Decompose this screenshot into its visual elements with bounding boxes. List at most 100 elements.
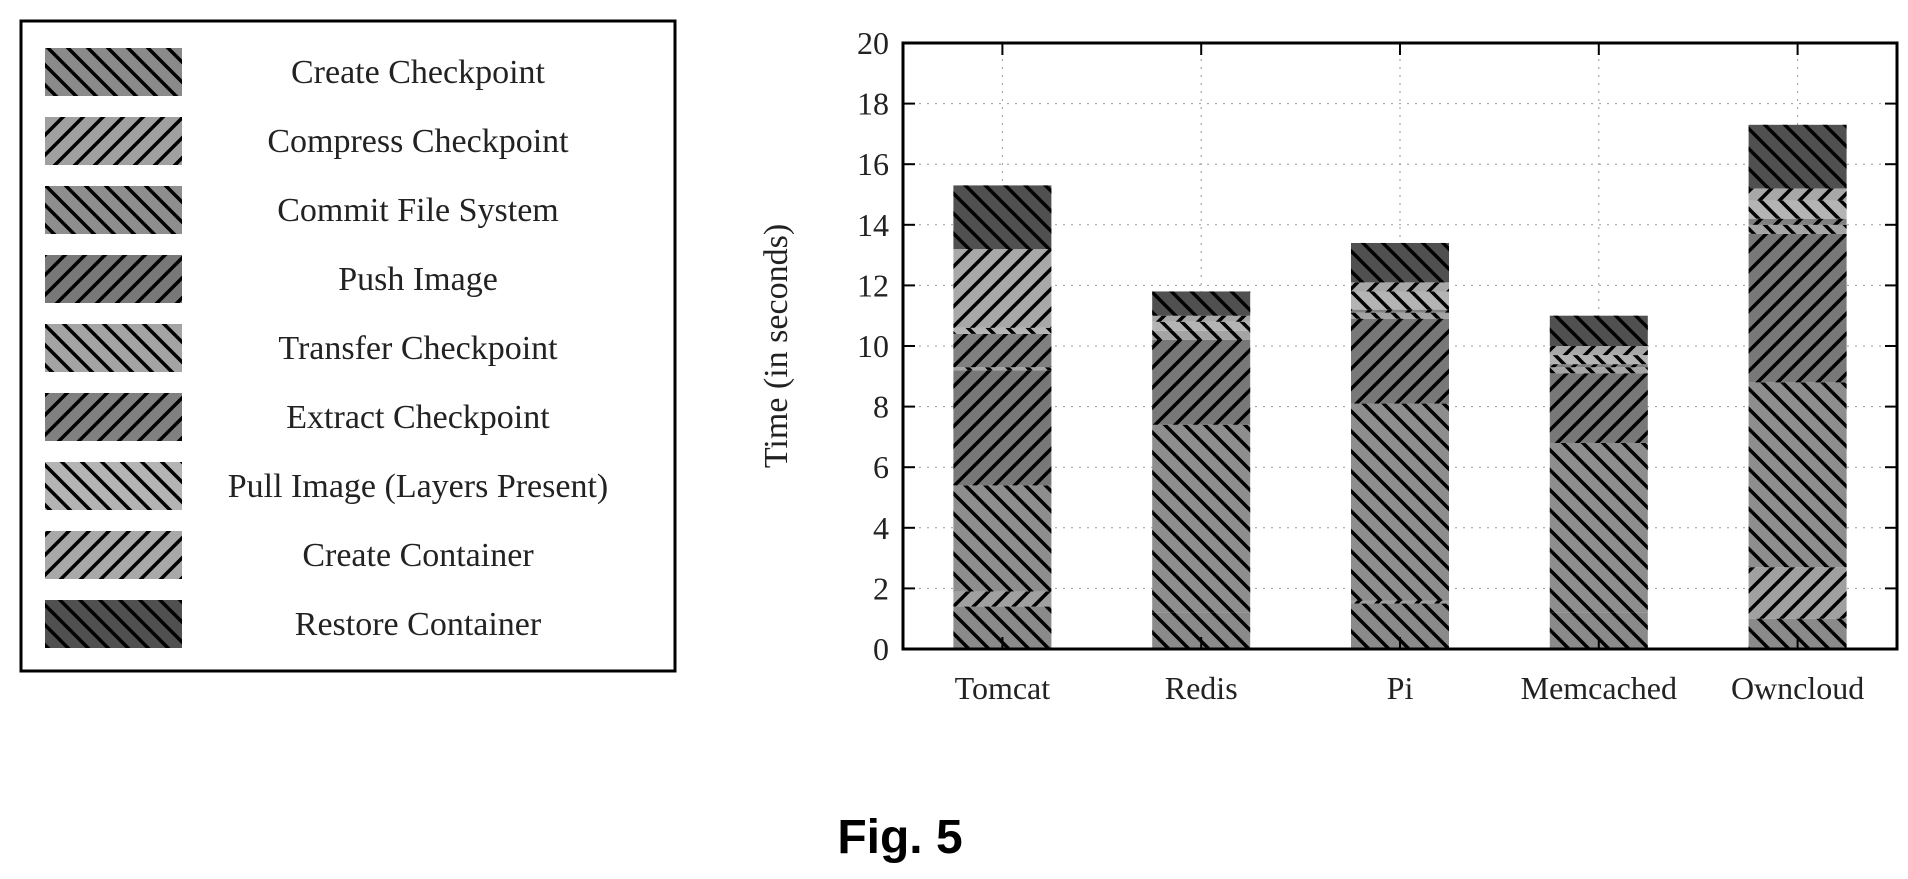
bar-memcached-transfer-checkpoint [1549, 367, 1648, 374]
bar-tomcat-transfer-checkpoint [953, 367, 1052, 371]
bar-hatch [1549, 355, 1648, 365]
y-tick-label: 4 [873, 510, 889, 546]
y-axis-title: Time (in seconds) [758, 224, 795, 468]
legend-swatch-hatch [45, 186, 182, 234]
bar-tomcat-push-image [953, 370, 1052, 486]
bar-owncloud-transfer-checkpoint [1748, 224, 1847, 234]
legend-swatch-hatch [45, 117, 182, 165]
y-tick-label: 6 [873, 449, 889, 485]
bar-tomcat-pull-image-layers-present [953, 327, 1052, 334]
bar-hatch [1748, 124, 1847, 189]
legend-item-push-image: Push Image [45, 255, 498, 303]
bar-hatch [1152, 339, 1251, 425]
bar-redis-create-container [1152, 315, 1251, 322]
bar-pi-pull-image-layers-present [1351, 291, 1449, 310]
bar-owncloud-compress-checkpoint [1748, 567, 1847, 619]
legend-item-create-container: Create Container [45, 531, 534, 579]
x-tick-label-redis: Redis [1165, 670, 1238, 706]
bar-hatch [1351, 403, 1449, 601]
bar-hatch [1351, 242, 1449, 283]
bar-hatch [1748, 567, 1847, 619]
legend-item-extract-checkpoint: Extract Checkpoint [45, 393, 550, 441]
bar-hatch [1351, 312, 1449, 319]
bar-owncloud-pull-image-layers-present [1748, 200, 1847, 219]
bar-hatch [1748, 224, 1847, 234]
bar-memcached-push-image [1549, 373, 1648, 443]
y-tick-label: 16 [857, 146, 889, 182]
y-tick-label: 20 [857, 25, 889, 61]
legend-item-restore-container: Restore Container [45, 600, 542, 648]
bar-hatch [1351, 309, 1449, 313]
legend-label: Transfer Checkpoint [278, 330, 558, 367]
y-tick-label: 8 [873, 389, 889, 425]
bar-stack-pi [1351, 242, 1449, 649]
bar-hatch [1748, 382, 1847, 568]
bar-hatch [1748, 233, 1847, 383]
bar-hatch [1351, 318, 1449, 404]
legend-item-transfer-checkpoint: Transfer Checkpoint [45, 324, 558, 372]
bar-hatch [953, 367, 1052, 371]
legend-swatch-hatch [45, 324, 182, 372]
bar-hatch [1549, 373, 1648, 443]
bar-hatch [1351, 291, 1449, 310]
bar-hatch [1549, 364, 1648, 368]
bar-hatch [1152, 321, 1251, 331]
bar-tomcat-restore-container [953, 185, 1052, 250]
legend-label: Create Checkpoint [291, 54, 546, 91]
legend-swatch-hatch [45, 393, 182, 441]
bar-memcached-pull-image-layers-present [1549, 355, 1648, 365]
bar-owncloud-extract-checkpoint [1748, 218, 1847, 225]
bar-hatch [1549, 442, 1648, 613]
bar-pi-push-image [1351, 318, 1449, 404]
bar-hatch [953, 185, 1052, 250]
bar-hatch [953, 485, 1052, 592]
bar-hatch [1748, 188, 1847, 201]
bar-memcached-restore-container [1549, 315, 1648, 346]
bar-memcached-create-container [1549, 346, 1648, 356]
legend-label: Restore Container [295, 606, 542, 643]
bar-redis-create-checkpoint [1152, 612, 1251, 649]
bars [953, 124, 1847, 649]
legend-label: Compress Checkpoint [267, 123, 569, 160]
bar-owncloud-restore-container [1748, 124, 1847, 189]
bar-hatch [1152, 291, 1251, 316]
legend-swatch-hatch [45, 48, 182, 96]
legend-label: Create Container [302, 537, 534, 574]
bar-tomcat-compress-checkpoint [953, 591, 1052, 607]
bar-hatch [1152, 424, 1251, 613]
bar-hatch [953, 333, 1052, 368]
bar-stack-redis [1152, 291, 1251, 649]
bar-redis-transfer-checkpoint [1152, 330, 1251, 340]
x-tick-label-owncloud: Owncloud [1731, 670, 1864, 706]
legend-items: Create Checkpoint Compress Checkpoint Comm… [45, 48, 608, 648]
plot-area: 0 2 4 6 8 10 12 14 16 18 20 Tomcat Redis Pi Memcached… [758, 25, 1899, 706]
legend-label: Extract Checkpoint [286, 399, 550, 436]
y-axis-ticks: 0 2 4 6 8 10 12 14 16 18 20 [857, 25, 1897, 667]
y-tick-label: 10 [857, 328, 889, 364]
bar-tomcat-extract-checkpoint [953, 333, 1052, 368]
bar-pi-compress-checkpoint [1351, 600, 1449, 604]
bar-pi-create-container [1351, 282, 1449, 292]
x-tick-label-pi: Pi [1387, 670, 1414, 706]
bar-owncloud-create-container [1748, 188, 1847, 201]
bar-redis-push-image [1152, 339, 1251, 425]
bar-hatch [953, 591, 1052, 607]
bar-redis-commit-file-system [1152, 424, 1251, 613]
y-tick-label: 12 [857, 267, 889, 303]
bar-hatch [1351, 600, 1449, 604]
bar-redis-pull-image-layers-present [1152, 321, 1251, 331]
bar-redis-restore-container [1152, 291, 1251, 316]
bar-stack-memcached [1549, 315, 1648, 649]
bar-hatch [953, 327, 1052, 334]
chart-legend: Create Checkpoint Compress Checkpoint Comm… [19, 19, 677, 673]
y-tick-label: 18 [857, 86, 889, 122]
legend-item-compress-checkpoint: Compress Checkpoint [45, 117, 569, 165]
bar-hatch [1748, 218, 1847, 225]
bar-owncloud-commit-file-system [1748, 382, 1847, 568]
bar-hatch [953, 249, 1052, 328]
bar-pi-commit-file-system [1351, 403, 1449, 601]
legend-swatch-hatch [45, 255, 182, 303]
legend-swatch-hatch [45, 531, 182, 579]
bar-tomcat-commit-file-system [953, 485, 1052, 592]
